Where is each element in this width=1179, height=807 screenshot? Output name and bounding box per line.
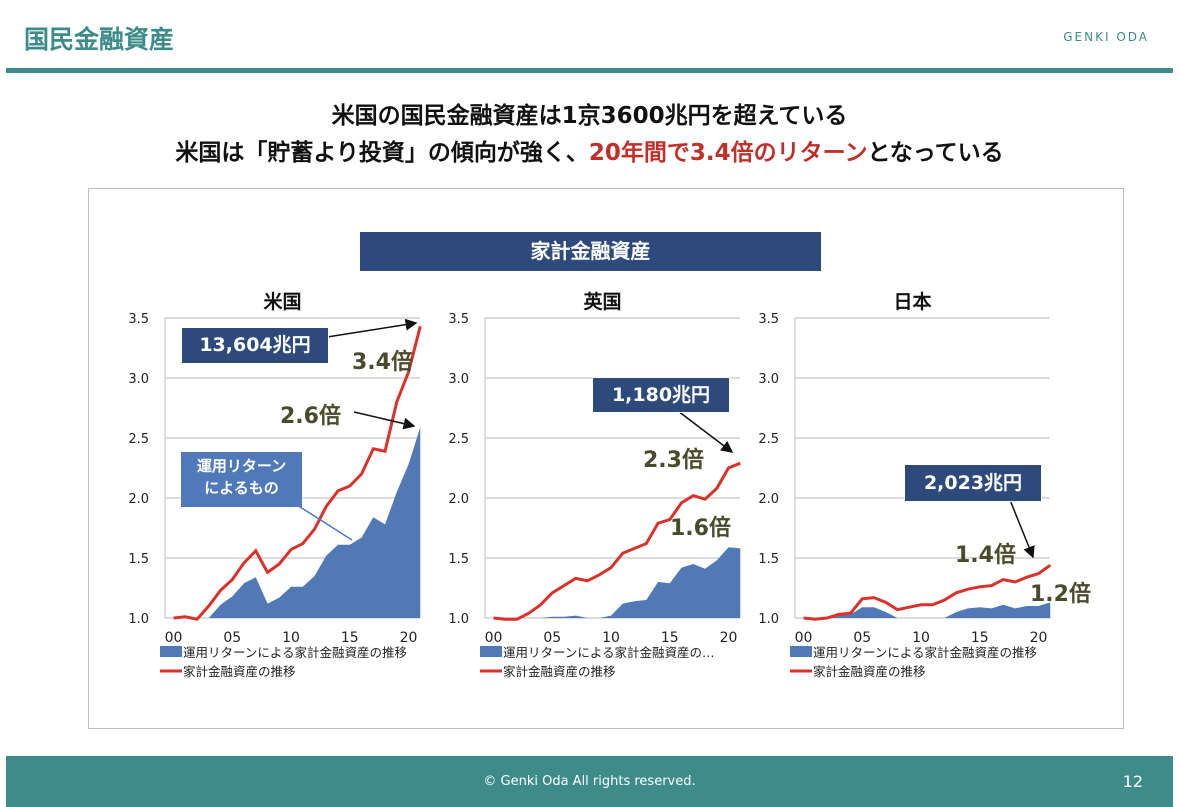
x-tick-label: 15 [341, 630, 359, 646]
y-tick-label: 3.5 [448, 312, 469, 327]
x-tick-label: 05 [853, 630, 871, 646]
y-tick-label: 2.5 [758, 432, 779, 447]
y-tick-label: 2.5 [128, 432, 149, 447]
copyright: © Genki Oda All rights reserved. [483, 774, 696, 789]
area-series-return [803, 602, 1051, 618]
y-tick-label: 2.0 [758, 492, 779, 507]
legend-label-area: 運用リターンによる家計金融資産の… [503, 645, 715, 660]
chart-title: 日本 [893, 290, 931, 313]
y-tick-label: 1.0 [448, 612, 469, 627]
area-series-return [493, 547, 741, 618]
chart-uk: 英国 1.0 1.5 2.0 2.5 3.0 3.5 00 05 10 15 20 運用リターンによる家… [448, 290, 741, 679]
jp-total-callout: 2,023兆円 [904, 464, 1042, 502]
footer: © Genki Oda All rights reserved. 12 [6, 756, 1173, 807]
y-tick-label: 3.0 [758, 372, 779, 387]
us-total-callout: 13,604兆円 [181, 327, 329, 364]
y-tick-label: 3.5 [758, 312, 779, 327]
y-tick-label: 3.0 [128, 372, 149, 387]
headline-line-1: 米国の国民金融資産は1京3600兆円を超えている [331, 103, 848, 129]
header-divider [6, 68, 1173, 73]
legend-swatch-area [790, 646, 812, 657]
legend-swatch-area [480, 646, 502, 657]
chart-frame [88, 188, 1124, 729]
uk-total-multiplier: 2.3倍 [643, 448, 704, 473]
legend-label-line: 家計金融資産の推移 [183, 664, 296, 679]
y-tick-label: 2.5 [448, 432, 469, 447]
legend-label-line: 家計金融資産の推移 [503, 664, 616, 679]
slide-title: 国民金融資産 [24, 25, 175, 54]
area-series-return [173, 427, 421, 618]
line-series-total [173, 326, 422, 621]
y-tick-label: 1.5 [758, 552, 779, 567]
x-tick-label: 00 [485, 630, 503, 646]
y-tick-label: 2.0 [448, 492, 469, 507]
chart-us: 米国 1.0 1.5 2.0 2.5 3.0 3.5 00 05 10 15 20運用リターンによる家… [128, 290, 422, 679]
jp-return-multiplier: 1.2倍 [1030, 582, 1091, 607]
note-line: 運用リターン [196, 457, 287, 475]
x-tick-label: 10 [282, 630, 300, 646]
y-tick-label: 1.0 [758, 612, 779, 627]
legend-label-line: 家計金融資産の推移 [813, 664, 926, 679]
x-tick-label: 20 [400, 630, 418, 646]
headline-line-2: 米国は「貯蓄より投資」の傾向が強く、20年間で3.4倍のリターンとなっている [0, 133, 1179, 167]
us-return-multiplier: 2.6倍 [280, 404, 341, 429]
x-tick-label: 15 [971, 630, 989, 646]
y-tick-label: 3.5 [128, 312, 149, 327]
y-tick-label: 2.0 [128, 492, 149, 507]
x-tick-label: 20 [720, 630, 738, 646]
headline-text: となっている [867, 140, 1004, 166]
note-line: によるもの [204, 479, 279, 497]
page-number: 12 [1122, 772, 1143, 791]
y-tick-label: 1.0 [128, 612, 149, 627]
line-series-total [803, 563, 1052, 621]
x-tick-label: 00 [165, 630, 183, 646]
us-total-multiplier: 3.4倍 [352, 350, 413, 375]
y-tick-label: 1.5 [448, 552, 469, 567]
brand-label: GENKI ODA [1063, 30, 1149, 44]
x-tick-label: 15 [661, 630, 679, 646]
chart-banner: 家計金融資産 [360, 232, 821, 271]
chart-title: 英国 [583, 290, 621, 313]
x-tick-label: 05 [543, 630, 561, 646]
jp-total-multiplier: 1.4倍 [955, 543, 1016, 568]
y-tick-label: 1.5 [128, 552, 149, 567]
chart-jp: 日本 1.0 1.5 2.0 2.5 3.0 3.5 00 05 10 15 20運用リターンによる家… [758, 290, 1052, 679]
uk-return-multiplier: 1.6倍 [670, 516, 731, 541]
chart-title: 米国 [263, 290, 301, 313]
x-tick-label: 05 [223, 630, 241, 646]
legend-label-area: 運用リターンによる家計金融資産の推移 [183, 645, 407, 660]
x-tick-label: 10 [602, 630, 620, 646]
us-return-note: 運用リターン によるもの [181, 452, 302, 507]
x-tick-label: 20 [1030, 630, 1048, 646]
uk-total-callout: 1,180兆円 [592, 377, 730, 413]
legend-label-area: 運用リターンによる家計金融資産の推移 [813, 645, 1037, 660]
y-tick-label: 3.0 [448, 372, 469, 387]
headline-highlight: 20年間で3.4倍のリターン [588, 140, 868, 166]
legend-swatch-area [160, 646, 182, 657]
headline-text: 米国は「貯蓄より投資」の傾向が強く、 [175, 140, 589, 166]
x-tick-label: 00 [795, 630, 813, 646]
line-series-total [493, 461, 741, 621]
x-tick-label: 10 [912, 630, 930, 646]
